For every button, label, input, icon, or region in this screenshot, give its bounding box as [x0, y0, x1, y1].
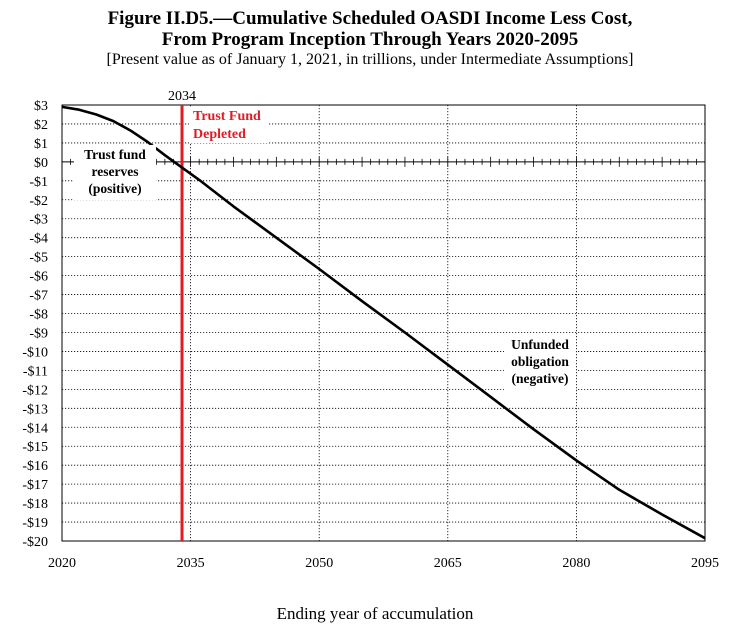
y-tick-label: -$5 [29, 251, 48, 266]
y-tick-label: $3 [34, 99, 48, 114]
chart-title-line-2: From Program Inception Through Years 202… [161, 29, 579, 50]
y-tick-label: -$7 [29, 289, 48, 304]
annotation-bg [74, 145, 156, 200]
depletion-label-bg [189, 107, 270, 143]
y-tick-label: -$4 [29, 232, 48, 247]
chart-subtitle: [Present value as of January 1, 2021, in… [106, 51, 634, 68]
annotation-text: (negative) [512, 371, 569, 386]
y-tick-label: -$16 [22, 459, 48, 474]
y-tick-label: -$6 [29, 270, 48, 285]
chart-title-block: Figure II.D5.—Cumulative Scheduled OASDI… [0, 8, 740, 70]
x-tick-label: 2080 [562, 556, 590, 571]
cumulative-income-less-cost-line [61, 105, 706, 540]
y-tick-label: -$9 [29, 326, 48, 341]
depletion-year-label: 2034 [168, 89, 196, 104]
y-tick-label: -$19 [22, 516, 48, 531]
y-tick-label: -$1 [29, 175, 48, 190]
y-tick-label: -$3 [29, 213, 48, 228]
x-axis-label: Ending year of accumulation [276, 604, 474, 623]
x-tick-label: 2050 [305, 556, 333, 571]
y-tick-label: -$17 [22, 478, 48, 493]
annotation-text: obligation [511, 354, 569, 369]
x-tick-label: 2020 [48, 556, 76, 571]
y-tick-label: -$20 [22, 535, 48, 550]
annotation-text: reserves [92, 164, 139, 179]
y-tick-label: $0 [34, 156, 48, 171]
y-tick-label: $2 [34, 118, 48, 133]
depletion-label-line-1: Trust Fund [193, 109, 261, 124]
y-tick-label: -$10 [22, 345, 48, 360]
annotation-text: Unfunded [511, 337, 569, 352]
chart-title-line-1: Figure II.D5.—Cumulative Scheduled OASDI… [107, 8, 633, 29]
plot-area-frame [61, 104, 706, 542]
x-tick-label: 2065 [434, 556, 462, 571]
annotation-text: Trust fund [84, 147, 146, 162]
y-tick-label: -$13 [22, 402, 48, 417]
annotation-text: (positive) [88, 181, 141, 196]
y-tick-label: -$11 [23, 364, 48, 379]
x-tick-label: 2095 [691, 556, 719, 571]
y-tick-label: -$14 [22, 421, 48, 436]
depletion-label-line-2: Depleted [193, 127, 246, 142]
y-tick-label: $1 [34, 137, 48, 152]
y-tick-label: -$12 [22, 383, 48, 398]
y-tick-label: -$15 [22, 440, 48, 455]
x-tick-label: 2035 [177, 556, 205, 571]
y-tick-label: -$2 [29, 194, 48, 209]
y-tick-label: -$18 [22, 497, 48, 512]
annotation-bg [504, 335, 576, 390]
y-tick-label: -$8 [29, 308, 48, 323]
chart-svg: $3 $2 $1 $0 -$1 -$2 -$3 -$4 -$5 -$6 -$7 -$8 -$9 -$10 -… [22, 89, 719, 571]
